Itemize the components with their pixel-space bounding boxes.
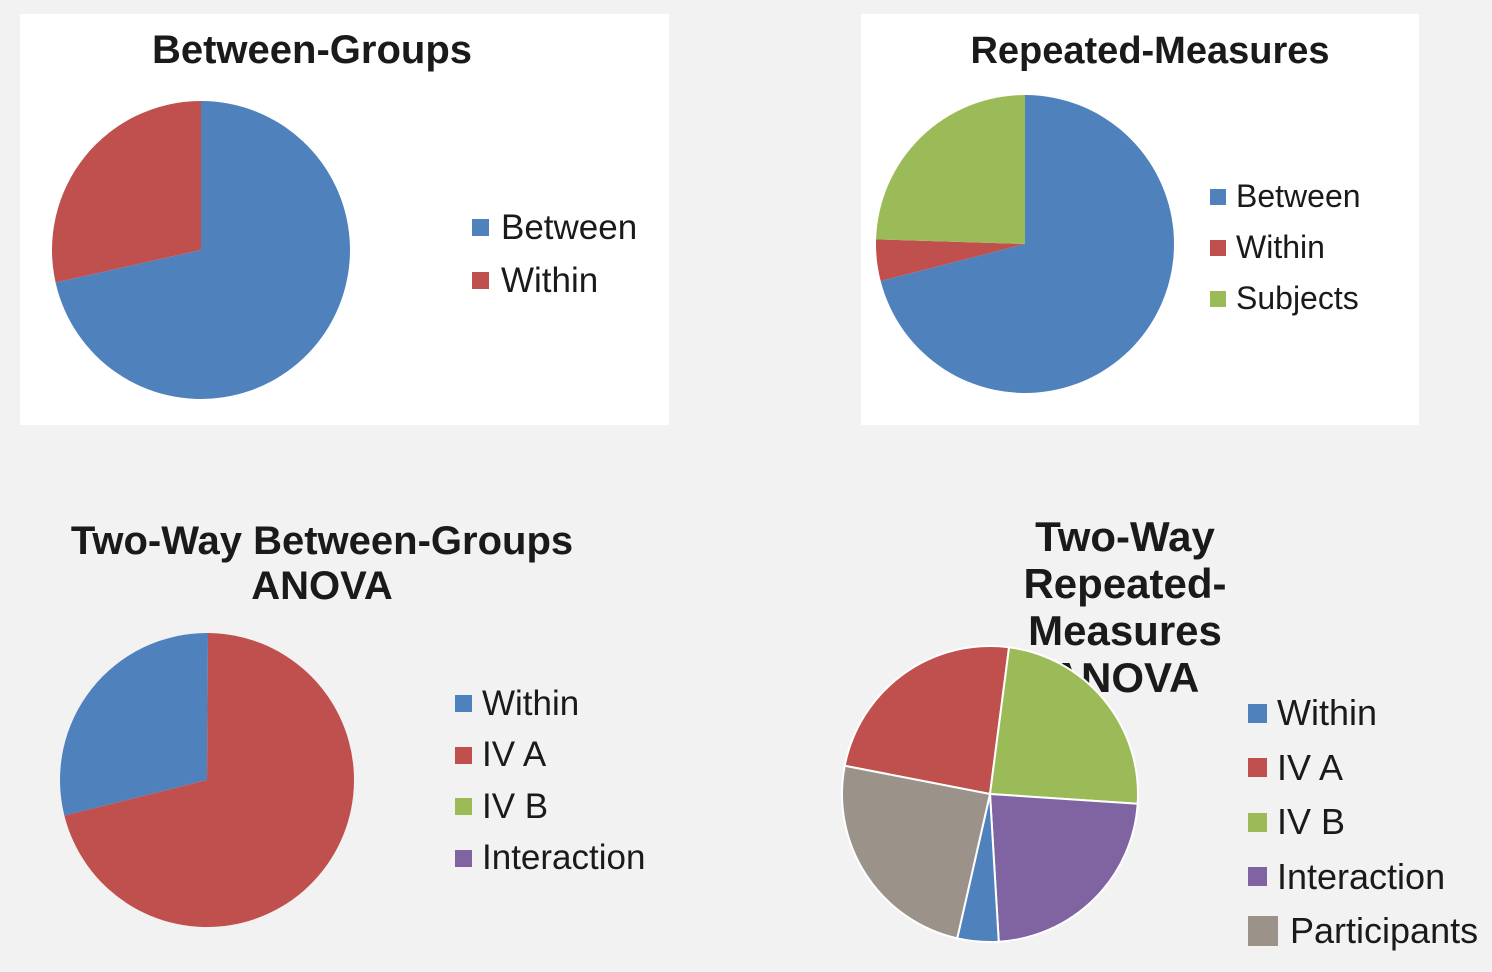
- legend: Between Within Subjects: [1210, 171, 1361, 324]
- legend-label: Subjects: [1236, 280, 1359, 316]
- legend-swatch: [455, 798, 472, 816]
- legend-swatch: [1210, 290, 1226, 307]
- pie-svg: [60, 633, 355, 927]
- pie-slice-between: [55, 101, 350, 399]
- legend-swatch: [1248, 703, 1267, 723]
- legend-item-participants: Participants: [1248, 904, 1478, 959]
- pie-slice-within: [51, 101, 201, 283]
- chart-title: Two-Way Repeated-Measures ANOVA: [1023, 513, 1227, 702]
- legend-label: Between: [1236, 178, 1361, 214]
- repeated-measures-chart: Repeated-Measures Between Within Subject…: [861, 14, 1419, 425]
- pie-svg: [841, 645, 1139, 943]
- two-way-repeated-measures-chart: Two-Way Repeated-Measures ANOVA Within I…: [790, 505, 1492, 972]
- legend-item-interaction: Interaction: [455, 833, 645, 885]
- legend-swatch: [1248, 916, 1278, 947]
- legend-swatch: [455, 849, 472, 867]
- pie-slice-within: [876, 239, 1025, 282]
- pie-slice-iv-a: [843, 645, 1011, 796]
- legend-swatch: [455, 746, 472, 764]
- legend: Between Within: [472, 201, 637, 307]
- legend-swatch: [472, 219, 489, 236]
- legend-item-within: Within: [472, 254, 637, 307]
- legend-swatch: [455, 695, 472, 713]
- pie-slice-interaction: [988, 792, 1139, 943]
- between-groups-chart: Between-Groups Between Within: [20, 14, 669, 425]
- legend-swatch: [1248, 867, 1267, 887]
- legend-label: IV A: [482, 735, 547, 775]
- legend-label: Interaction: [482, 838, 646, 878]
- legend: Within IV A IV B Interaction: [455, 678, 645, 884]
- legend-item-iv-b: IV B: [1248, 795, 1478, 850]
- pie-slice-subjects: [876, 95, 1025, 244]
- legend-swatch: [472, 272, 489, 289]
- pie-slice-participants: [841, 764, 992, 940]
- legend-swatch: [1248, 812, 1267, 832]
- pie-slice-iv-a: [64, 633, 355, 927]
- legend-label: Within: [501, 260, 599, 300]
- legend-swatch: [1210, 239, 1226, 256]
- legend-label: Between: [501, 207, 638, 247]
- legend-item-within: Within: [455, 678, 645, 730]
- pie-svg: [51, 101, 350, 399]
- legend-item-within: Within: [1210, 222, 1361, 273]
- legend-label: Within: [1277, 692, 1378, 734]
- pie-slice-iv-b: [988, 646, 1139, 805]
- legend-label: Within: [482, 683, 580, 723]
- legend-item-iv-a: IV A: [455, 730, 645, 782]
- legend-label: Interaction: [1277, 855, 1446, 897]
- legend-swatch: [1248, 758, 1267, 778]
- chart-title: Between-Groups: [151, 28, 473, 72]
- legend-item-between: Between: [472, 201, 637, 254]
- legend-item-interaction: Interaction: [1248, 850, 1478, 905]
- pie-svg: [876, 95, 1174, 393]
- legend-label: IV A: [1277, 746, 1344, 788]
- legend: Within IV A IV B Interaction Participant…: [1248, 686, 1478, 959]
- chart-title: Two-Way Between-Groups ANOVA: [70, 519, 574, 608]
- legend-label: Within: [1236, 229, 1325, 265]
- chart-title: Repeated-Measures: [970, 30, 1330, 72]
- pie-slice-within: [60, 633, 209, 816]
- legend-label: Participants: [1290, 910, 1479, 952]
- legend-item-iv-a: IV A: [1248, 741, 1478, 796]
- legend-item-between: Between: [1210, 171, 1361, 222]
- legend-label: IV B: [1277, 801, 1346, 843]
- legend-item-within: Within: [1248, 686, 1478, 741]
- legend-swatch: [1210, 188, 1226, 205]
- legend-label: IV B: [482, 786, 549, 826]
- pie-slice-between: [880, 95, 1174, 393]
- legend-item-subjects: Subjects: [1210, 273, 1361, 324]
- two-way-between-groups-chart: Two-Way Between-Groups ANOVA Within IV A…: [0, 505, 700, 972]
- legend-item-iv-b: IV B: [455, 781, 645, 833]
